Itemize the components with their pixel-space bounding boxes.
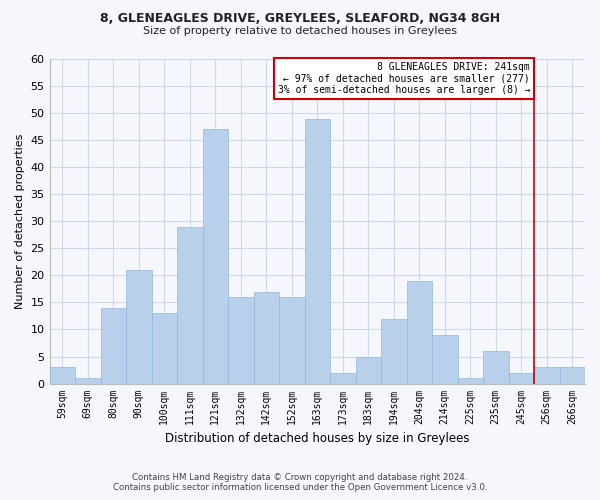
Bar	[305, 118, 330, 384]
Bar	[75, 378, 101, 384]
Bar	[279, 297, 305, 384]
Bar	[483, 351, 509, 384]
X-axis label: Distribution of detached houses by size in Greylees: Distribution of detached houses by size …	[165, 432, 470, 445]
Y-axis label: Number of detached properties: Number of detached properties	[15, 134, 25, 309]
Bar	[126, 270, 152, 384]
Bar	[203, 130, 228, 384]
Bar	[254, 292, 279, 384]
Bar	[534, 368, 560, 384]
Text: Contains HM Land Registry data © Crown copyright and database right 2024.
Contai: Contains HM Land Registry data © Crown c…	[113, 473, 487, 492]
Text: 8 GLENEAGLES DRIVE: 241sqm
← 97% of detached houses are smaller (277)
3% of semi: 8 GLENEAGLES DRIVE: 241sqm ← 97% of deta…	[278, 62, 530, 95]
Bar	[432, 335, 458, 384]
Bar	[560, 368, 585, 384]
Bar	[356, 356, 381, 384]
Bar	[330, 372, 356, 384]
Bar	[381, 318, 407, 384]
Bar	[407, 281, 432, 384]
Bar	[509, 372, 534, 384]
Bar	[228, 297, 254, 384]
Bar	[152, 313, 177, 384]
Bar	[177, 226, 203, 384]
Bar	[458, 378, 483, 384]
Text: 8, GLENEAGLES DRIVE, GREYLEES, SLEAFORD, NG34 8GH: 8, GLENEAGLES DRIVE, GREYLEES, SLEAFORD,…	[100, 12, 500, 26]
Text: Size of property relative to detached houses in Greylees: Size of property relative to detached ho…	[143, 26, 457, 36]
Bar	[50, 368, 75, 384]
Bar	[101, 308, 126, 384]
